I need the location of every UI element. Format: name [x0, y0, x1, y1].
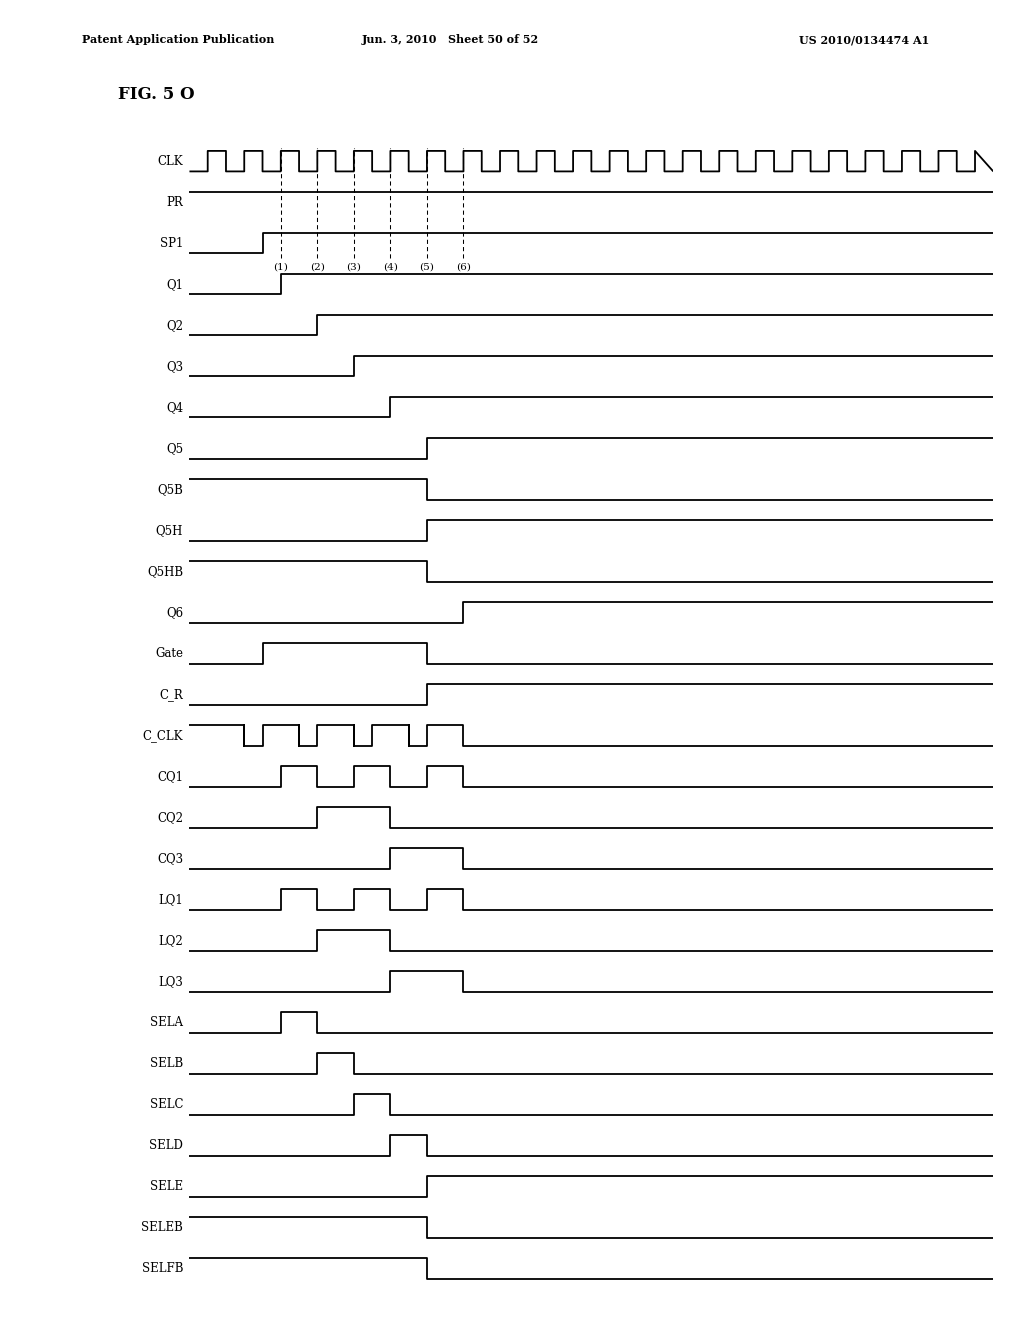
Text: (6): (6) — [456, 263, 471, 272]
Text: LQ3: LQ3 — [158, 975, 183, 987]
Text: (4): (4) — [383, 263, 398, 272]
Text: SELFB: SELFB — [141, 1262, 183, 1275]
Text: Q5H: Q5H — [156, 524, 183, 537]
Text: SELD: SELD — [150, 1139, 183, 1152]
Text: Q4: Q4 — [166, 401, 183, 413]
Text: Jun. 3, 2010   Sheet 50 of 52: Jun. 3, 2010 Sheet 50 of 52 — [362, 34, 539, 45]
Text: Gate: Gate — [155, 647, 183, 660]
Text: CQ1: CQ1 — [157, 770, 183, 783]
Text: Q3: Q3 — [166, 360, 183, 372]
Text: SELEB: SELEB — [141, 1221, 183, 1234]
Text: LQ2: LQ2 — [159, 935, 183, 946]
Text: (5): (5) — [420, 263, 434, 272]
Text: (1): (1) — [273, 263, 288, 272]
Text: CQ3: CQ3 — [157, 851, 183, 865]
Text: SELC: SELC — [150, 1098, 183, 1111]
Text: Patent Application Publication: Patent Application Publication — [82, 34, 274, 45]
Text: US 2010/0134474 A1: US 2010/0134474 A1 — [799, 34, 929, 45]
Text: SELE: SELE — [150, 1180, 183, 1193]
Text: CLK: CLK — [158, 154, 183, 168]
Text: SP1: SP1 — [160, 236, 183, 249]
Text: PR: PR — [166, 195, 183, 209]
Text: C_R: C_R — [160, 688, 183, 701]
Text: (2): (2) — [310, 263, 325, 272]
Text: FIG. 5 O: FIG. 5 O — [118, 86, 195, 103]
Text: LQ1: LQ1 — [159, 892, 183, 906]
Text: Q5HB: Q5HB — [146, 565, 183, 578]
Text: SELB: SELB — [150, 1057, 183, 1071]
Text: Q2: Q2 — [166, 318, 183, 331]
Text: SELA: SELA — [150, 1016, 183, 1030]
Text: (3): (3) — [346, 263, 361, 272]
Text: Q5B: Q5B — [157, 483, 183, 496]
Text: CQ2: CQ2 — [157, 810, 183, 824]
Text: C_CLK: C_CLK — [142, 729, 183, 742]
Text: Q5: Q5 — [166, 442, 183, 455]
Text: Q1: Q1 — [166, 277, 183, 290]
Text: Q6: Q6 — [166, 606, 183, 619]
